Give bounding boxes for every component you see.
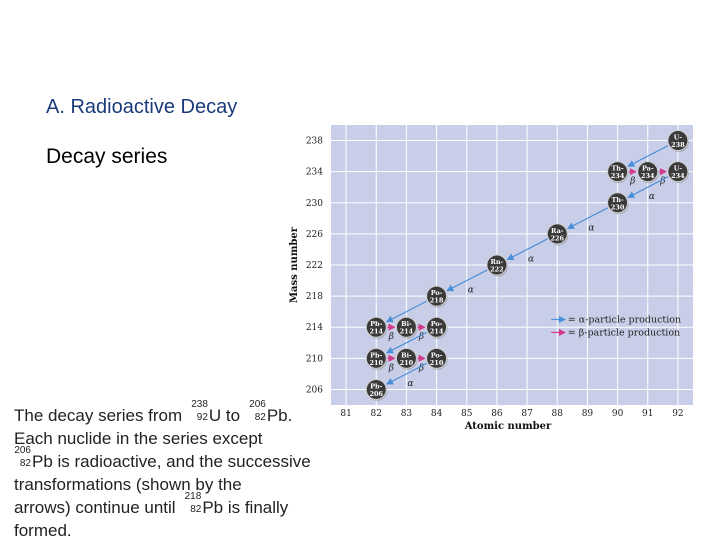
y-tick-label: 230 [306,199,323,209]
legend-label: = α-particle production [568,314,681,325]
y-tick-label: 214 [306,323,323,333]
nuclide-u-238: U-238 [668,131,689,153]
nuclide-ra-226: Ra-226 [547,224,568,246]
atomic-number: 92 [197,413,208,423]
nuclide-mass: 210 [400,359,414,367]
x-tick-label: 86 [491,409,503,419]
alpha-label: α [528,254,534,264]
x-tick-label: 89 [582,409,594,419]
x-tick-label: 88 [552,409,564,419]
caption-text: Pb. [267,406,293,425]
atomic-number: 82 [20,459,31,469]
y-tick-label: 226 [306,230,323,240]
nuclide-mass: 214 [400,328,414,336]
y-tick-labels: 206 210 214 218 222 226 230 234 238 [306,137,323,396]
nuclide-mass: 238 [671,141,685,149]
nuclide-pb-214: Pb-214 [366,317,387,339]
nuclide-pa-234: Pa-234 [638,162,659,184]
y-tick-label: 238 [306,137,323,147]
x-tick-label: 82 [371,409,382,419]
y-tick-label: 210 [306,354,323,364]
mass-number: 206 [14,446,31,456]
nuclide-mass: 226 [550,234,564,242]
y-axis-label: Mass number [289,226,300,303]
legend-label: = β-particle production [568,327,680,338]
x-tick-label: 91 [642,409,653,419]
atomic-number: 82 [190,505,201,515]
x-tick-label: 92 [672,409,683,419]
x-tick-label: 84 [431,409,443,419]
beta-label: β [388,332,394,342]
x-tick-label: 87 [521,409,533,419]
nuclide-mass: 234 [611,172,625,180]
atomic-number: 82 [255,413,266,423]
x-tick-label: 85 [461,409,473,419]
nuclide-mass: 222 [490,266,504,274]
nuclide-po-214: Po-214 [427,317,448,339]
y-tick-label: 234 [306,168,323,178]
alpha-label: α [407,379,413,389]
x-axis-label: Atomic number [464,421,552,432]
nuclide-th-230: Th-230 [608,193,629,215]
nuclide-rn-222: Rn-222 [487,255,508,277]
caption-line-6: formed. [14,520,314,542]
caption-line-4: transformations (shown by the [14,474,314,497]
nuclide-mass: 210 [430,359,444,367]
nuclide-mass: 214 [430,328,444,336]
mass-number: 218 [185,492,202,502]
y-tick-label: 222 [306,261,323,271]
nuclide-mass: 234 [641,172,655,180]
nuclide-mass: 218 [430,297,444,305]
alpha-label: α [649,192,655,202]
caption-text: Pb is finally [202,498,288,517]
nuclide-po-210: Po-210 [427,348,448,370]
nuclide-pb-210: Pb-210 [366,348,387,370]
x-tick-label: 83 [401,409,413,419]
nuclide-bi-214: Bi-214 [396,317,417,339]
beta-label: β [388,363,394,373]
caption-text: U to [209,406,240,425]
nuclide-u-234: U-234 [668,162,689,184]
slide-subtitle: Decay series [46,145,167,169]
nuclide-th-234: Th-234 [608,162,629,184]
alpha-label: α [588,223,594,233]
nuclide-mass: 230 [611,203,625,211]
nuclide-mass: 210 [369,359,383,367]
mass-number: 206 [249,400,266,410]
decay-series-chart: 206 210 214 218 222 226 230 234 238 81 82 83 84 85 86… [286,122,698,434]
nuclide-mass: 214 [369,328,383,336]
caption-text: Pb is radioactive, and the successive [32,452,311,471]
alpha-label: α [468,286,474,296]
y-tick-label: 218 [306,292,323,302]
x-tick-label: 90 [612,409,624,419]
caption-text: The decay series from [14,406,182,425]
x-tick-label: 81 [340,409,351,419]
caption-text: arrows) continue until [14,498,176,517]
x-tick-labels: 81 82 83 84 85 86 87 88 89 90 91 92 [340,409,683,419]
nuclide-mass: 234 [671,172,685,180]
caption-line-2: Each nuclide in the series except [14,428,314,451]
nuclide-po-218: Po-218 [427,286,448,308]
beta-label: β [629,177,635,187]
y-tick-label: 206 [306,385,323,395]
slide-title: A. Radioactive Decay [46,96,237,119]
nuclide-bi-210: Bi-210 [396,348,417,370]
nuclide-mass: 206 [369,390,383,398]
mass-number: 238 [191,400,208,410]
nuclide-pb-206: Pb-206 [366,379,387,401]
